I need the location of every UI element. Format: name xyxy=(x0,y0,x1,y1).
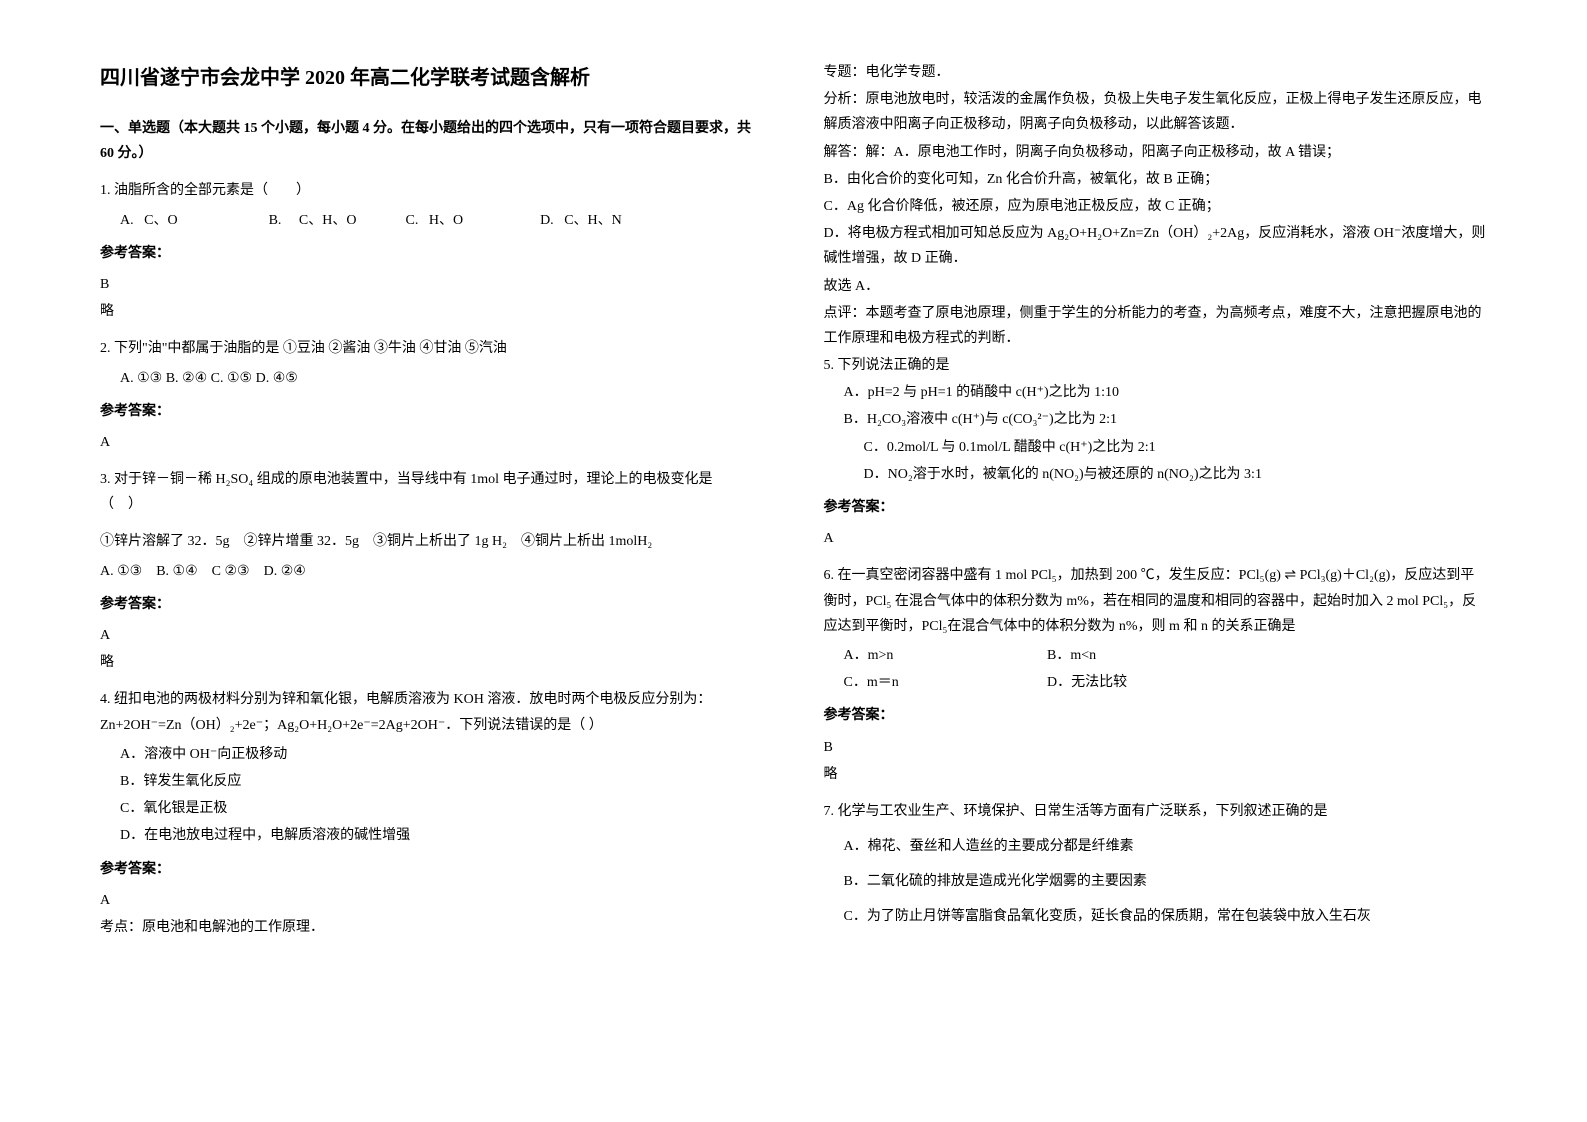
q1-optD: C、H、N xyxy=(564,213,622,228)
q6-optB: B．m<n xyxy=(1047,648,1096,663)
q4-optA: A．溶液中 OH⁻向正极移动 xyxy=(120,742,764,767)
q7-optA: A．棉花、蚕丝和人造丝的主要成分都是纤维素 xyxy=(844,834,1488,859)
q1-optC-label: C. xyxy=(405,213,418,228)
q3-stem: 3. 对于锌－铜－稀 H₂SO₄ 组成的原电池装置中，当导线中有 1mol 电子… xyxy=(100,467,764,517)
q4-dp: 点评：本题考查了原电池原理，侧重于学生的分析能力的考查，为高频考点，难度不大，注… xyxy=(824,301,1488,351)
q5-optB: B．H₂CO₃溶液中 c(H⁺)与 c(CO₃²⁻)之比为 2:1 xyxy=(844,407,1488,432)
q7-optC: C．为了防止月饼等富脂食品氧化变质，延长食品的保质期，常在包装袋中放入生石灰 xyxy=(844,904,1488,929)
q5-stem: 5. 下列说法正确的是 xyxy=(824,353,1488,378)
q7-optB: B．二氧化硫的排放是造成光化学烟雾的主要因素 xyxy=(844,869,1488,894)
left-column: 四川省遂宁市会龙中学 2020 年高二化学联考试题含解析 一、单选题（本大题共 … xyxy=(100,60,764,942)
q5-answer-label: 参考答案： xyxy=(824,495,1488,520)
q3-note: 略 xyxy=(100,650,764,675)
q4-zt: 专题：电化学专题． xyxy=(824,60,1488,85)
q4-answer-label: 参考答案： xyxy=(100,857,764,882)
q3-options: A. ①③ B. ①④ C ②③ D. ②④ xyxy=(100,559,764,584)
q1-optA: C、O xyxy=(144,213,177,228)
q1-options-line1: A. C、O B. C、H、O C. H、O D. C、H、N xyxy=(120,208,764,233)
q7-stem: 7. 化学与工农业生产、环境保护、日常生活等方面有广泛联系，下列叙述正确的是 xyxy=(824,799,1488,824)
q1-optD-label: D. xyxy=(540,213,554,228)
q6-options-row1: A．m>n B．m<n xyxy=(844,643,1488,668)
q3-answer-label: 参考答案： xyxy=(100,592,764,617)
q6-optC: C．m＝n xyxy=(844,670,1044,695)
q4-kp: 考点：原电池和电解池的工作原理． xyxy=(100,915,764,940)
q6-optA: A．m>n xyxy=(844,643,1044,668)
q1-note: 略 xyxy=(100,299,764,324)
q4-gx: 故选 A． xyxy=(824,274,1488,299)
q4-answer: A xyxy=(100,888,764,913)
q1-optB: C、H、O xyxy=(299,213,357,228)
q6-answer: B xyxy=(824,735,1488,760)
q4-optD: D．在电池放电过程中，电解质溶液的碱性增强 xyxy=(120,823,764,848)
q3-line2: ①锌片溶解了 32．5g ②锌片增重 32．5g ③铜片上析出了 1g H₂ ④… xyxy=(100,529,764,554)
q2-answer-label: 参考答案： xyxy=(100,399,764,424)
q6-optD: D．无法比较 xyxy=(1047,675,1127,690)
q3-answer: A xyxy=(100,623,764,648)
q6-options-row2: C．m＝n D．无法比较 xyxy=(844,670,1488,695)
exam-title: 四川省遂宁市会龙中学 2020 年高二化学联考试题含解析 xyxy=(100,60,764,96)
q1-answer-label: 参考答案： xyxy=(100,241,764,266)
q4-optB: B．锌发生氧化反应 xyxy=(120,769,764,794)
q6-answer-label: 参考答案： xyxy=(824,703,1488,728)
q1-optC: H、O xyxy=(429,213,463,228)
q1-optB-label: B. xyxy=(269,213,282,228)
q6-stem: 6. 在一真空密闭容器中盛有 1 mol PCl₅，加热到 200 ℃，发生反应… xyxy=(824,563,1488,639)
q4-optC: C．氧化银是正极 xyxy=(120,796,764,821)
section-header: 一、单选题（本大题共 15 个小题，每小题 4 分。在每小题给出的四个选项中，只… xyxy=(100,116,764,166)
q4-stem: 4. 纽扣电池的两极材料分别为锌和氧化银，电解质溶液为 KOH 溶液．放电时两个… xyxy=(100,687,764,737)
q5-optA: A．pH=2 与 pH=1 的硝酸中 c(H⁺)之比为 1:10 xyxy=(844,380,1488,405)
q1-answer: B xyxy=(100,272,764,297)
q5-optD: D．NO₂溶于水时，被氧化的 n(NO₂)与被还原的 n(NO₂)之比为 3:1 xyxy=(864,462,1488,487)
q4-jdD: D．将电极方程式相加可知总反应为 Ag₂O+H₂O+Zn=Zn（OH）₂+2Ag… xyxy=(824,221,1488,271)
q2-options: A. ①③ B. ②④ C. ①⑤ D. ④⑤ xyxy=(120,366,764,391)
q1-stem: 1. 油脂所含的全部元素是（ ） xyxy=(100,178,764,203)
q1-optA-label: A. xyxy=(120,213,134,228)
q5-answer: A xyxy=(824,526,1488,551)
q6-note: 略 xyxy=(824,762,1488,787)
q5-optC: C．0.2mol/L 与 0.1mol/L 醋酸中 c(H⁺)之比为 2:1 xyxy=(864,435,1488,460)
q4-fx: 分析：原电池放电时，较活泼的金属作负极，负极上失电子发生氧化反应，正极上得电子发… xyxy=(824,87,1488,137)
q4-jd: 解答：解：A．原电池工作时，阴离子向负极移动，阳离子向正极移动，故 A 错误； xyxy=(824,140,1488,165)
q2-answer: A xyxy=(100,430,764,455)
q4-jdB: B．由化合价的变化可知，Zn 化合价升高，被氧化，故 B 正确； xyxy=(824,167,1488,192)
right-column: 专题：电化学专题． 分析：原电池放电时，较活泼的金属作负极，负极上失电子发生氧化… xyxy=(824,60,1488,942)
q4-jdC: C．Ag 化合价降低，被还原，应为原电池正极反应，故 C 正确； xyxy=(824,194,1488,219)
q2-stem: 2. 下列"油"中都属于油脂的是 ①豆油 ②酱油 ③牛油 ④甘油 ⑤汽油 xyxy=(100,336,764,361)
